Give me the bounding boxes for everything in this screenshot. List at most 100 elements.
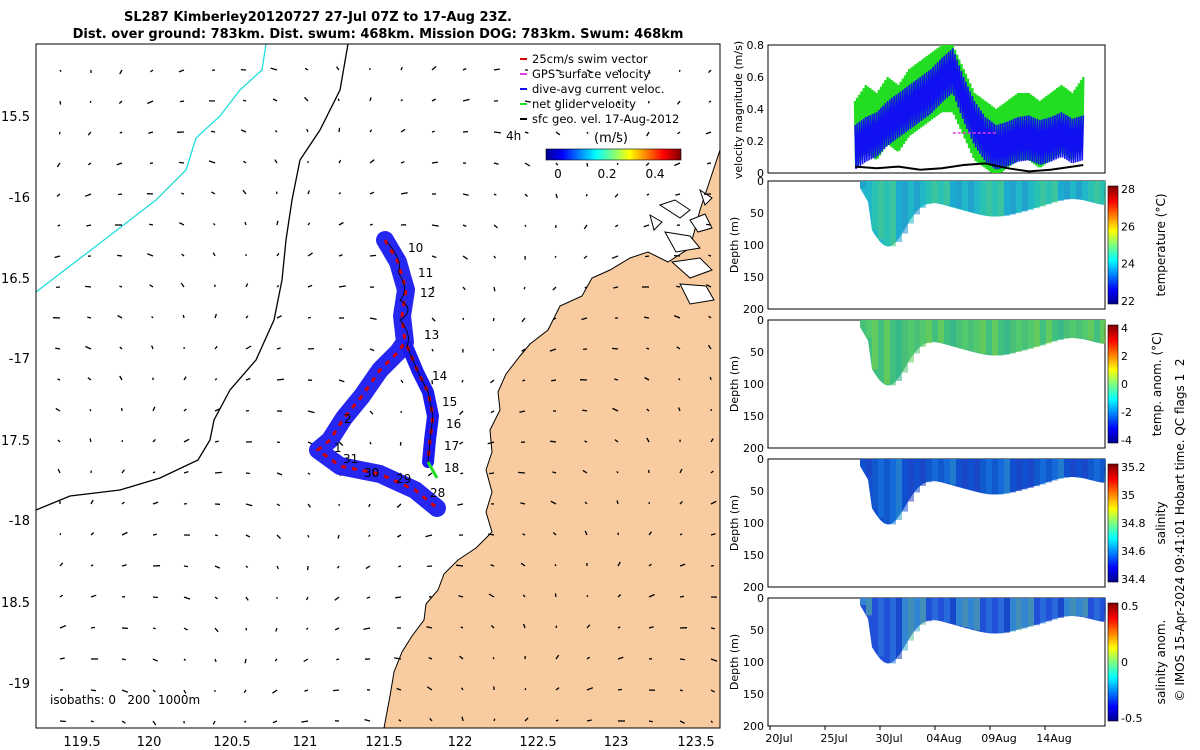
sfc-geo-vector — [366, 596, 371, 599]
sfc-geo-vector — [152, 438, 156, 443]
sfc-geo-vector — [84, 193, 92, 197]
sfc-geo-vector — [117, 315, 123, 319]
sfc-geo-vector — [214, 596, 218, 600]
sfc-geo-vector — [648, 593, 655, 598]
sfc-geo-vector — [119, 131, 123, 134]
map-border — [35, 43, 721, 729]
sfc-geo-vector — [369, 97, 372, 102]
sfc-geo-vector — [150, 69, 154, 73]
velocity-ytick: 0.4 — [747, 103, 765, 116]
time-tick: 09Aug — [981, 726, 1017, 745]
depth-section-cell — [1040, 459, 1046, 485]
colorbar-tick-1: 0.2 — [597, 167, 616, 181]
depth-tick: 150 — [743, 410, 764, 423]
colorbar-tick: 35 — [1121, 489, 1135, 502]
depth-section-cell — [992, 181, 998, 217]
depth-section-cell — [1010, 181, 1016, 215]
depth-section-cell — [908, 320, 914, 363]
sfc-geo-vector — [59, 532, 62, 536]
depth-section-cell — [932, 598, 938, 621]
depth-tick: 0 — [757, 314, 764, 327]
sfc-geo-vector — [524, 717, 529, 722]
depth-section-cell — [968, 459, 974, 490]
sfc-geo-vector — [56, 162, 61, 168]
depth-section-cell — [896, 320, 902, 381]
sfc-geo-vector — [245, 377, 251, 381]
sfc-geo-vector — [459, 410, 464, 416]
depth-section-cell — [1100, 459, 1106, 483]
sfc-geo-vector — [396, 687, 402, 691]
velocity-series — [853, 44, 1085, 174]
sfc-geo-vector — [586, 100, 591, 104]
depth-section-cell — [962, 181, 968, 210]
sfc-geo-vector — [181, 253, 185, 257]
sfc-geo-vector — [460, 626, 464, 629]
sfc-geo-vector — [708, 254, 712, 257]
sfc-geo-vector — [272, 720, 278, 724]
sfc-geo-vector — [584, 286, 588, 289]
sfc-geo-vector — [56, 193, 61, 197]
sfc-geo-vector — [59, 657, 65, 660]
svg-text:30Jul: 30Jul — [875, 732, 902, 745]
sfc-geo-vector — [89, 409, 92, 412]
sfc-geo-vector — [212, 223, 216, 226]
depth-section-cell — [1100, 598, 1106, 622]
sfc-geo-vector — [429, 717, 433, 722]
sfc-geo-vector — [708, 100, 712, 103]
depth-section-cell — [1076, 598, 1082, 617]
depth-section-cell — [932, 181, 938, 204]
sfc-geo-vector — [338, 221, 344, 226]
depth-section-cell — [1022, 459, 1028, 490]
sfc-geo-vector — [493, 718, 496, 722]
sfc-geo-vector — [710, 689, 715, 693]
sfc-geo-vector — [90, 626, 95, 629]
title-line-1: SL287 Kimberley20120727 27-Jul 07Z to 17… — [124, 10, 512, 25]
depth-tick: 150 — [743, 271, 764, 284]
depth-section-cell — [902, 598, 908, 651]
sfc-geo-vector — [459, 441, 464, 445]
sfc-geo-vector — [121, 469, 125, 474]
depth-section-cell — [950, 598, 956, 624]
depth-section-cell — [1022, 320, 1028, 351]
sfc-geo-vector — [57, 468, 61, 474]
time-tick: 20Jul — [765, 726, 793, 745]
sfc-geo-vector — [245, 503, 253, 507]
sfc-geo-vector — [488, 593, 495, 598]
sfc-geo-vector — [59, 562, 64, 567]
colorbar-tick: 26 — [1121, 220, 1135, 233]
sfc-geo-vector — [274, 130, 278, 133]
sfc-geo-vector — [334, 596, 340, 601]
lat-axis: 15.5 -16 16.5 -17 17.5 -18 18.5 -19 — [1, 110, 30, 692]
colorbar-tick: 2 — [1121, 350, 1128, 363]
sfc-geo-vector — [146, 253, 154, 257]
depth-section-cell — [1004, 459, 1010, 494]
depth-section-cell — [974, 598, 980, 631]
sfc-geo-vector — [338, 159, 342, 164]
depth-section-cell — [926, 320, 932, 344]
depth-section-cell — [938, 320, 944, 343]
colorbar-tick: 22 — [1121, 295, 1135, 308]
colorbar-tick: -2 — [1121, 406, 1132, 419]
sfc-geo-vector — [183, 565, 188, 568]
sfc-geo-vector — [520, 502, 526, 505]
depth-tick: 200 — [743, 720, 764, 733]
sfc-geo-vector — [582, 469, 588, 474]
sfc-geo-vector — [524, 687, 527, 691]
depth-section-cell — [944, 181, 950, 205]
depth-section-cell — [1094, 459, 1100, 481]
colorbar-tick: 0 — [1121, 378, 1128, 391]
sfc-geo-vector — [648, 563, 652, 567]
sfc-geo-vector — [276, 378, 284, 381]
sfc-geo-vector — [427, 686, 433, 691]
legend-label: GPS surface velocity — [532, 67, 650, 81]
sfc-geo-vector — [648, 69, 651, 74]
depth-section-cell — [992, 598, 998, 634]
sfc-geo-vector — [552, 317, 557, 321]
depth-section-cell — [1070, 181, 1076, 199]
sfc-geo-vector — [706, 284, 712, 288]
sfc-geo-vector — [676, 346, 681, 350]
depth-section-cell — [884, 459, 890, 524]
depth-section-cell — [1028, 459, 1034, 488]
depth-section-cell — [956, 181, 962, 209]
sfc-geo-vector — [183, 658, 187, 661]
